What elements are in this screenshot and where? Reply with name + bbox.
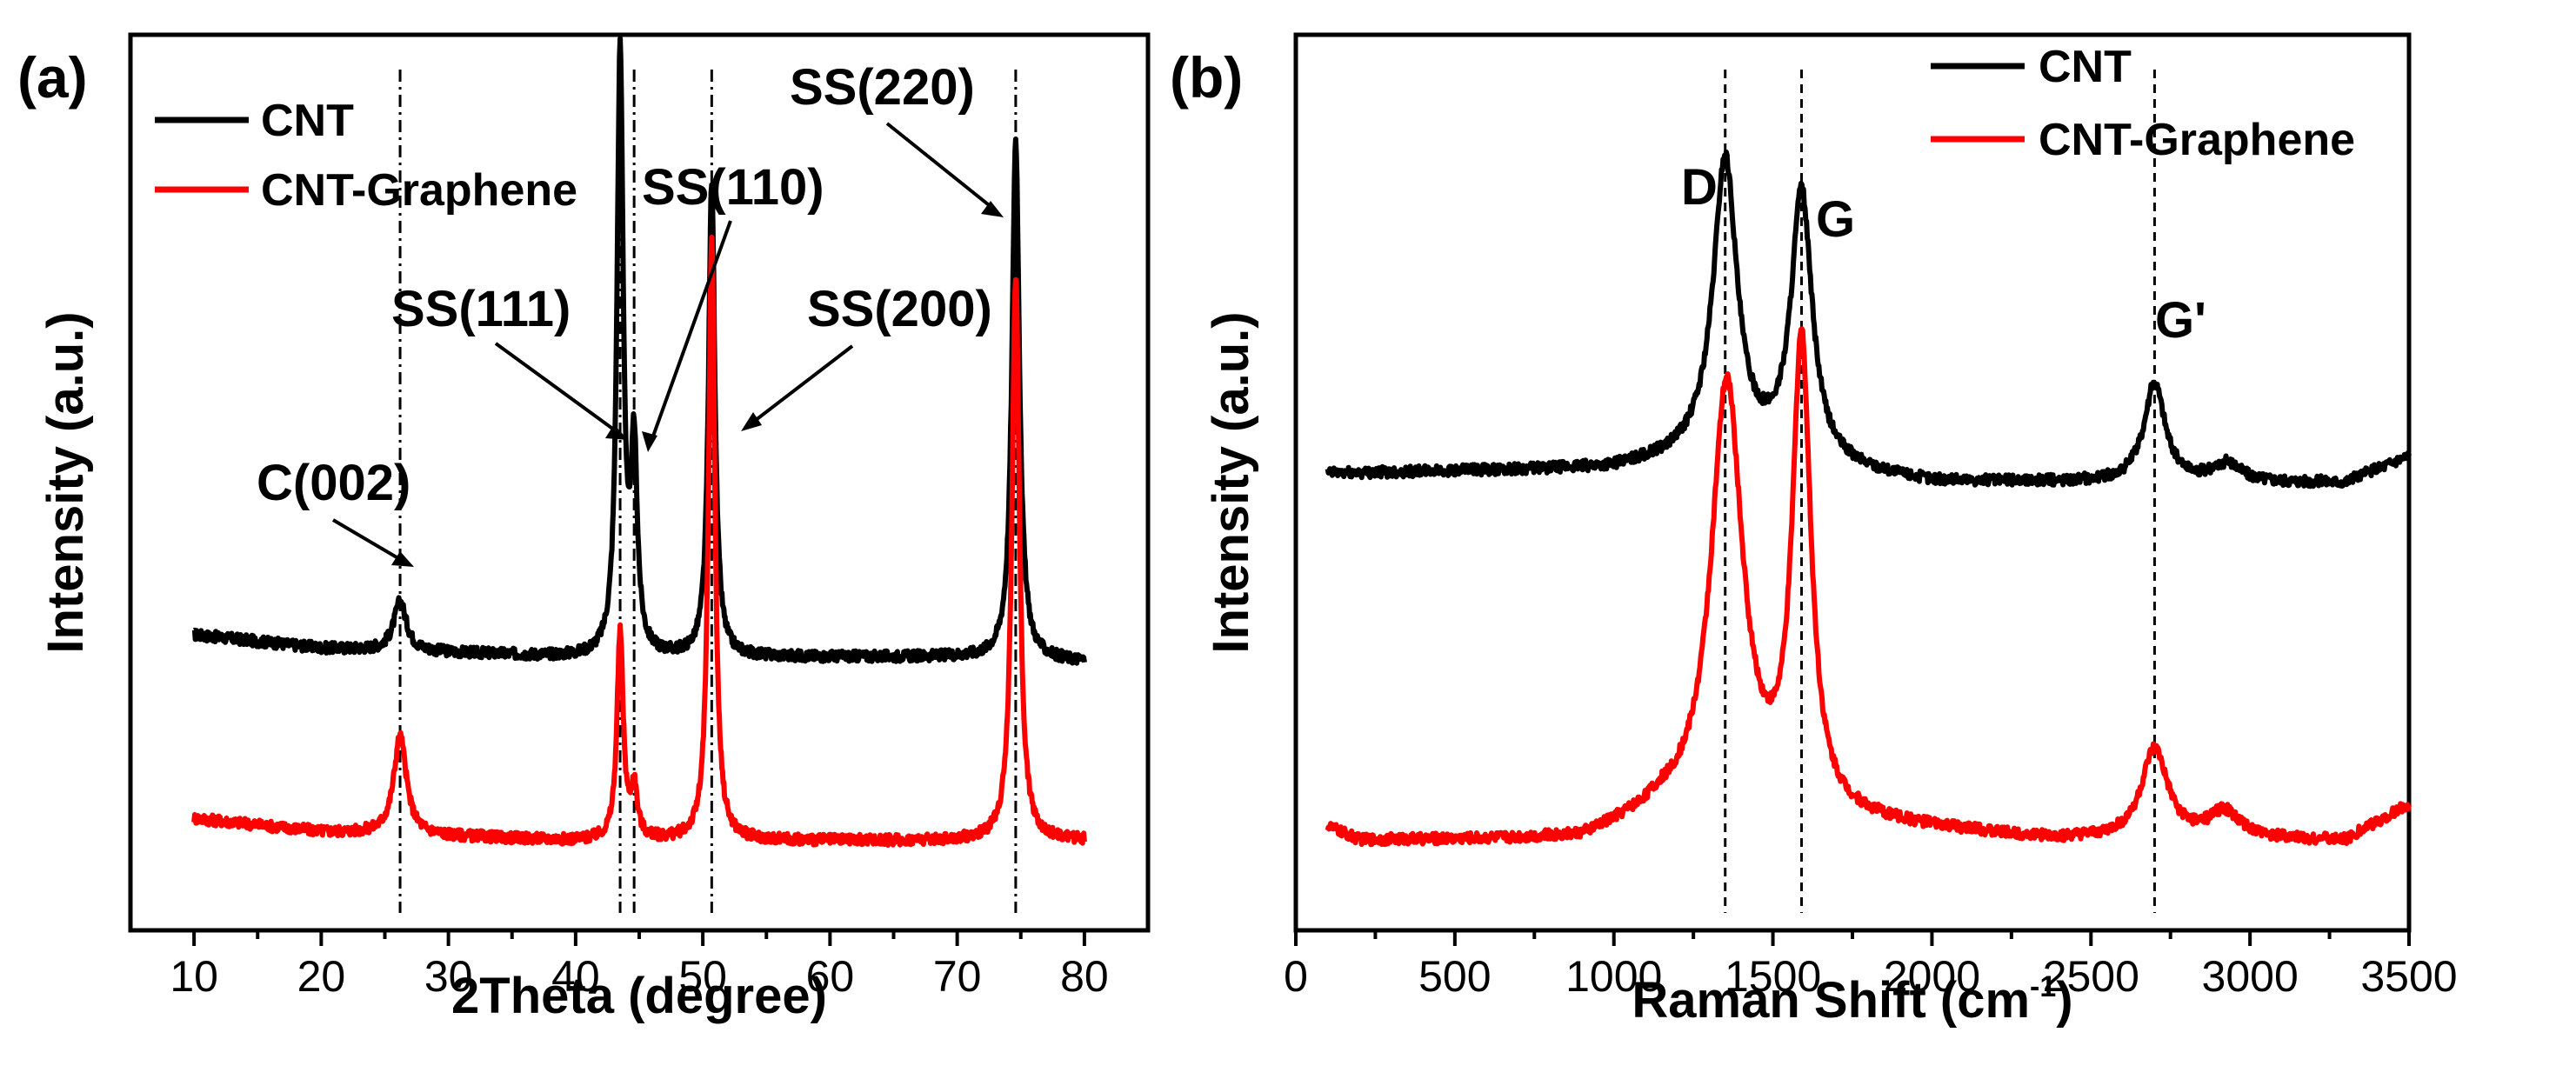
arrow-ss110 [649, 220, 732, 444]
panel-b-label: (b) [1170, 45, 1243, 110]
legend-a-cnt-graphene-label: CNT-Graphene [261, 165, 577, 216]
panel-b-annotations: D G G' [1681, 159, 2206, 349]
b-x-tick-label: 3000 [2202, 952, 2299, 1001]
panel-b-peak-guides [1724, 70, 2156, 913]
annotation-ss220: SS(220) [790, 59, 975, 116]
a-x-tick-label: 40 [551, 952, 600, 1001]
arrow-c002 [331, 518, 409, 565]
panel-a-label: (a) [17, 45, 88, 110]
b-x-tick-label: 2000 [1884, 952, 1980, 1001]
b-x-tick-label: 3500 [2360, 952, 2457, 1001]
arrow-ss220 [885, 122, 998, 213]
panel-b-series [1325, 150, 2412, 848]
panel-b-y-axis-label: Intensity (a.u.) [1203, 311, 1259, 653]
a-x-tick-label: 80 [1060, 952, 1109, 1001]
annotation-g-prime: G' [2155, 292, 2206, 349]
a-x-tick-label: 60 [806, 952, 855, 1001]
panel-b-x-ticks: 0 500 1000 1500 2000 2500 3000 3500 [1284, 930, 2458, 1001]
b-x-tick-label: 500 [1418, 952, 1491, 1001]
panel-b-legend: CNT CNT-Graphene [1931, 42, 2355, 165]
a-series-cnt-graphene [191, 234, 1087, 848]
b-x-tick-label: 1000 [1565, 952, 1662, 1001]
legend-a-cnt-label: CNT [261, 96, 354, 146]
arrow-c002-head [391, 551, 414, 567]
arrow-ss110-head [642, 431, 657, 452]
legend-b-cnt-graphene-label: CNT-Graphene [2039, 115, 2355, 165]
arrow-ss220-head [981, 201, 1004, 217]
panel-a-legend: CNT CNT-Graphene [155, 96, 577, 216]
panel-a-y-axis-label: Intensity (a.u.) [37, 311, 94, 653]
b-x-tick-label: 0 [1284, 952, 1308, 1001]
a-x-tick-label: 10 [170, 952, 218, 1001]
panel-a-chart: (a) 10 20 30 40 50 60 70 80 2Theta (degree) Int… [17, 32, 1151, 1024]
b-series-cnt-graphene [1325, 326, 2412, 848]
annotation-ss200: SS(200) [807, 281, 992, 337]
a-x-tick-label: 30 [424, 952, 473, 1001]
panel-a-series [191, 36, 1087, 848]
arrow-ss111 [494, 342, 623, 436]
annotation-ss110: SS(110) [642, 159, 824, 216]
annotation-d: D [1681, 159, 1718, 216]
arrow-ss111-head [605, 424, 628, 440]
annotation-ss111: SS(111) [391, 281, 571, 337]
arrow-ss200 [746, 344, 854, 428]
panel-b-chart: (b) 0 500 1000 1500 2000 2500 3000 3500 Raman S… [1170, 32, 2458, 1029]
annotation-c002: C(002) [257, 455, 410, 511]
panel-a-x-axis-label: 2Theta (degree) [451, 968, 827, 1024]
panel-b-x-axis-label: Raman Shift (cm-1) [1632, 970, 2072, 1029]
a-x-tick-label: 50 [678, 952, 727, 1001]
a-x-tick-label: 20 [297, 952, 346, 1001]
annotation-g: G [1816, 191, 1855, 248]
b-x-tick-label: 1500 [1725, 952, 1821, 1001]
panel-a-x-ticks: 10 20 30 40 50 60 70 80 [170, 930, 1109, 1001]
panel-a-annotations: C(002) SS(111) SS(110) SS(200) SS(220) [257, 59, 1004, 567]
a-series-cnt [191, 36, 1087, 666]
a-x-tick-label: 70 [933, 952, 982, 1001]
b-series-cnt [1325, 150, 2412, 490]
arrow-ss200-head [741, 412, 762, 431]
legend-b-cnt-label: CNT [2039, 42, 2132, 92]
b-x-tick-label: 2500 [2043, 952, 2139, 1001]
